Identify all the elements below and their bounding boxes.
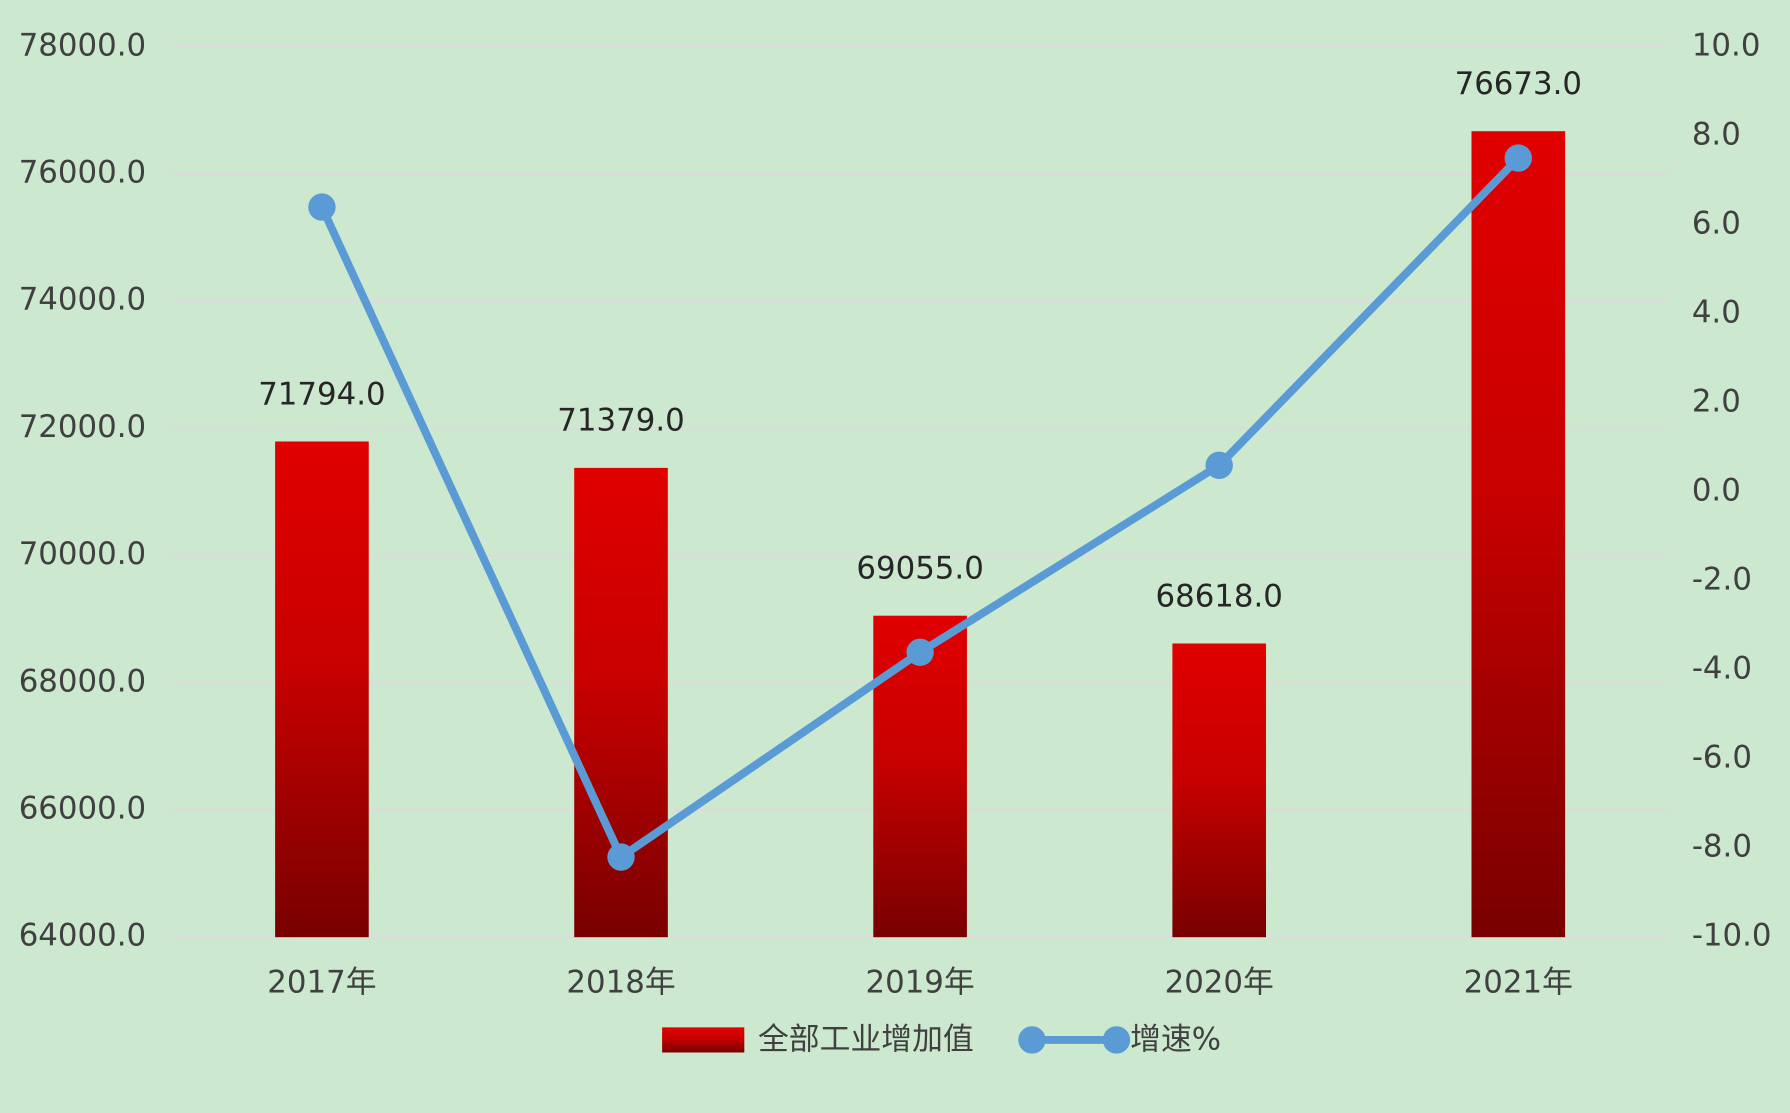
y2-tick-label: -2.0 — [1692, 562, 1752, 598]
bar — [1172, 643, 1267, 938]
data-label: 69055.0 — [856, 551, 983, 587]
y-tick-label: 72000.0 — [19, 409, 146, 445]
y-tick-label: 68000.0 — [19, 663, 146, 699]
y2-tick-label: -8.0 — [1692, 829, 1752, 865]
y-tick-label: 70000.0 — [19, 536, 146, 572]
y2-tick-label: 4.0 — [1692, 294, 1741, 330]
data-label: 76673.0 — [1455, 66, 1582, 102]
legend-swatch — [662, 1027, 745, 1053]
legend-label: 增速% — [1130, 1022, 1221, 1058]
y2-tick-label: 8.0 — [1692, 116, 1741, 152]
bar — [1471, 131, 1566, 938]
data-label: 71794.0 — [258, 376, 385, 412]
y-tick-label: 74000.0 — [19, 282, 146, 318]
y2-tick-label: -4.0 — [1692, 651, 1752, 687]
bar — [275, 441, 369, 938]
y-tick-label: 78000.0 — [19, 27, 146, 63]
y-tick-label: 64000.0 — [19, 918, 146, 954]
data-label: 71379.0 — [557, 403, 684, 439]
x-tick-label: 2021年 — [1464, 965, 1573, 1001]
data-label: 68618.0 — [1155, 578, 1282, 614]
x-tick-label: 2020年 — [1165, 965, 1274, 1001]
line-marker — [1504, 144, 1533, 172]
line-marker — [1205, 451, 1233, 479]
line-marker — [906, 638, 934, 666]
x-tick-label: 2018年 — [566, 965, 675, 1001]
y2-tick-label: 6.0 — [1692, 205, 1741, 241]
x-tick-label: 2017年 — [267, 965, 376, 1001]
line-marker — [607, 843, 635, 871]
legend-swatch — [1102, 1026, 1131, 1054]
y2-tick-label: -6.0 — [1692, 740, 1752, 776]
x-tick-label: 2019年 — [865, 965, 974, 1001]
legend-label: 全部工业增加值 — [758, 1022, 974, 1058]
y2-tick-label: 0.0 — [1692, 473, 1741, 509]
y2-tick-label: 2.0 — [1692, 383, 1741, 419]
legend-swatch — [1018, 1026, 1046, 1054]
y-tick-label: 76000.0 — [19, 155, 146, 191]
y2-tick-label: -10.0 — [1692, 918, 1772, 954]
y-tick-label: 66000.0 — [19, 791, 146, 827]
line-marker — [308, 193, 336, 221]
y2-tick-label: 10.0 — [1692, 27, 1761, 63]
